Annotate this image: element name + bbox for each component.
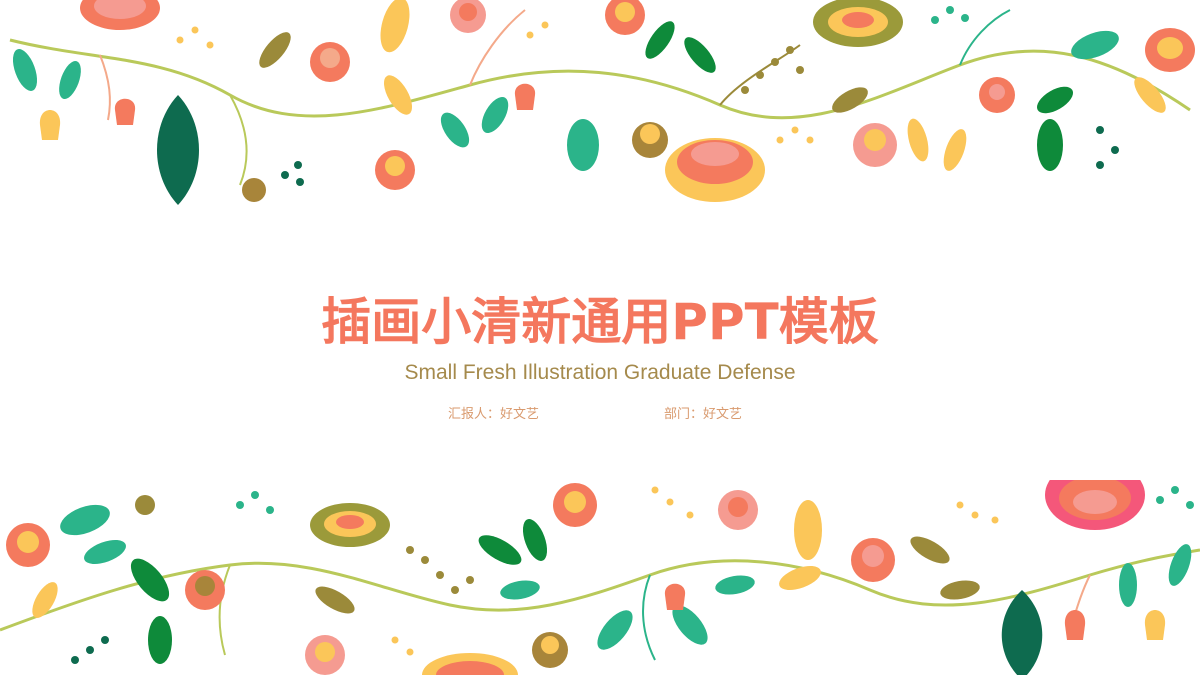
flower xyxy=(310,42,350,82)
flower xyxy=(665,138,765,202)
flower xyxy=(718,490,758,530)
flower xyxy=(422,653,518,675)
berry-sprig xyxy=(391,486,999,656)
leaf xyxy=(684,37,716,73)
flower xyxy=(979,77,1015,113)
leaf xyxy=(794,500,822,560)
leaf xyxy=(32,582,58,618)
leaf xyxy=(380,0,410,53)
leaf xyxy=(1168,544,1192,586)
leaf xyxy=(1119,563,1137,607)
leaf xyxy=(1134,77,1166,113)
leaf xyxy=(60,504,110,536)
slide-title: 插画小清新通用PPT模板 xyxy=(321,293,879,351)
berry-sprig xyxy=(406,546,474,594)
leaf xyxy=(440,112,470,148)
leaf xyxy=(384,75,412,115)
bottom-floral-border xyxy=(0,480,1200,675)
leaf xyxy=(522,519,548,561)
leaf xyxy=(672,605,708,645)
leaf xyxy=(910,536,950,564)
bud xyxy=(135,495,1166,668)
flower xyxy=(185,570,225,610)
leaf xyxy=(943,129,967,171)
berry-sprig xyxy=(71,636,109,664)
department-label: 部门：好文艺 xyxy=(664,407,743,422)
leaf xyxy=(940,580,980,600)
slide-subtitle: Small Fresh Illustration Graduate Defens… xyxy=(404,361,796,384)
leaf xyxy=(567,119,599,171)
flower xyxy=(80,0,160,30)
leaf xyxy=(1037,119,1063,171)
leaf xyxy=(1071,30,1119,60)
leaf xyxy=(645,21,675,59)
fern-leaf xyxy=(157,95,199,205)
leaf xyxy=(481,96,509,134)
berry-sprig xyxy=(281,126,1119,186)
berry-sprig xyxy=(931,6,969,24)
leaf xyxy=(832,87,868,113)
leaf xyxy=(130,558,170,602)
flower xyxy=(1045,480,1145,530)
fern-leaf xyxy=(1001,590,1043,675)
leaf xyxy=(84,539,126,565)
leaf xyxy=(779,565,821,591)
berry-sprig xyxy=(176,21,814,144)
berry-sprig xyxy=(236,486,1194,514)
top-floral-border xyxy=(9,0,1195,205)
flower xyxy=(553,483,597,527)
flower xyxy=(853,123,897,167)
leaf xyxy=(1036,86,1074,114)
flower xyxy=(605,0,645,35)
bud xyxy=(39,83,668,202)
flower xyxy=(1145,28,1195,72)
leaf xyxy=(148,616,172,664)
leaf xyxy=(478,535,522,565)
reporter-label: 汇报人：好文艺 xyxy=(448,407,540,422)
leaf xyxy=(597,610,633,650)
flower xyxy=(375,150,415,190)
flower xyxy=(450,0,486,33)
leaf xyxy=(12,49,38,91)
leaf xyxy=(500,580,540,600)
berry-sprig xyxy=(741,46,804,94)
leaf xyxy=(315,586,355,614)
flower xyxy=(305,635,345,675)
top-vine xyxy=(9,38,1191,120)
leaf xyxy=(907,118,929,162)
flower xyxy=(6,523,50,567)
flower xyxy=(813,0,903,47)
leaf xyxy=(259,32,291,68)
flower xyxy=(310,503,390,547)
flower xyxy=(851,538,895,582)
leaf xyxy=(715,575,755,595)
leaf xyxy=(59,60,81,100)
